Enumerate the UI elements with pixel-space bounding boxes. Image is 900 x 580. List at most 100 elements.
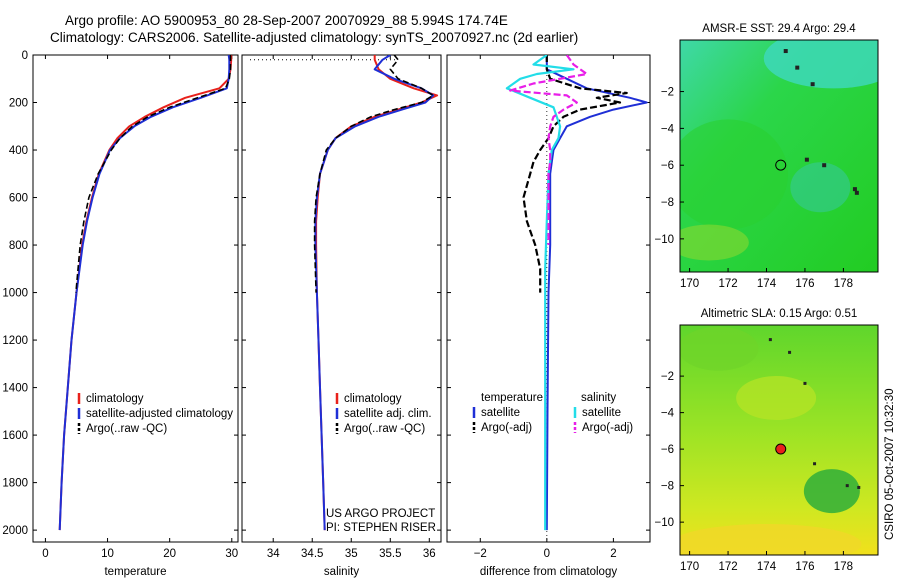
sla_map-ytick-label: −8 [661, 481, 674, 493]
difference-temp-legend-label: Argo(-adj) [481, 422, 532, 434]
sst-island-dot [783, 49, 788, 54]
salinity-series-group [250, 55, 439, 531]
sst-map-panel: AMSR-E SST: 29.4 Argo: 29.4 170 172 174 176 1… [654, 23, 879, 290]
sla_map-ytick-label: −2 [661, 371, 674, 383]
sst_map-ytick-label: −10 [654, 234, 674, 246]
sst_map-xtick-label: 174 [757, 278, 777, 290]
project-label: US ARGO PROJECT [326, 508, 435, 520]
sst_map-field-patches [680, 40, 878, 261]
temperature-series-argo-raw-qc- [75, 55, 232, 293]
sst-island-dot [810, 82, 815, 87]
sla_map-xtick-label: 178 [834, 561, 853, 573]
temperature-xtick-label: 0 [42, 548, 48, 560]
salinity-legend-label: climatology [344, 393, 402, 405]
sla-island-dot [813, 462, 817, 466]
difference-xtick-label: 2 [610, 548, 616, 560]
header-line1: Argo profile: AO 5900953_80 28-Sep-2007 … [65, 13, 508, 28]
sst-island-dot [852, 187, 857, 192]
difference-series-group [505, 55, 648, 542]
difference-sal-legend-label: satellite [582, 407, 621, 419]
temperature-xtick-label: 20 [163, 548, 176, 560]
temperature-ytick-label: 0 [22, 50, 28, 62]
sla-green-patch [680, 326, 759, 371]
difference-temp-legend-label: satellite [481, 407, 520, 419]
sst_map-xtick-label: 170 [680, 278, 699, 290]
temperature-panel: 0 10 20 30 0 200 400 600 800 1000 1200 1400 1600 1800… [2, 50, 239, 578]
sst-cool-patch [763, 40, 878, 89]
difference-xlabel: difference from climatology [480, 566, 617, 578]
salinity-xlabel: salinity [324, 566, 359, 578]
sla-mid-patch [736, 376, 817, 421]
sla_map-field-patches [680, 326, 862, 555]
temperature-ytick-label: 1600 [2, 430, 28, 442]
sst-island-patch [790, 162, 851, 213]
temperature-series-group [58, 55, 233, 531]
sst_map-xtick-label: 178 [834, 278, 853, 290]
salinity-axes-frame [241, 54, 442, 543]
salinity-series-argo-raw-qc- [313, 55, 435, 293]
temperature-ytick-label: 1800 [2, 478, 28, 490]
header-line2: Climatology: CARS2006. Satellite-adjuste… [50, 30, 578, 45]
sst_map-xtick-label: 172 [718, 278, 737, 290]
temperature-ytick-label: 1000 [2, 288, 28, 300]
temperature-legend-label: satellite-adjusted climatology [86, 408, 233, 420]
temperature-xtick-label: 30 [225, 548, 238, 560]
salinity-xtick-label: 34 [267, 548, 280, 560]
temperature-ytick-label: 1400 [2, 383, 28, 395]
sst_map-ytick-label: −6 [661, 160, 674, 172]
salinity-xtick-label: 36 [423, 548, 436, 560]
temperature-xtick-label: 10 [101, 548, 114, 560]
sla-island-dot [845, 484, 849, 488]
pi-label: PI: STEPHEN RISER [326, 522, 436, 534]
sla-island-dot [768, 338, 772, 342]
sst-island-dot [854, 190, 859, 195]
salinity-legend-label: satellite adj. clim. [344, 408, 432, 420]
sst_map-ytick-label: −8 [661, 197, 674, 209]
sla-high-patch [680, 524, 862, 555]
sla_map-xtick-label: 170 [680, 561, 699, 573]
sst_map-ytick-label: −2 [661, 87, 674, 99]
sla_map-ytick-label: −6 [661, 444, 674, 456]
sst-island-dot [804, 157, 809, 162]
temperature-xlabel: temperature [104, 566, 166, 578]
temperature-legend-label: Argo(..raw -QC) [86, 423, 167, 435]
salinity-xtick-label: 35.5 [379, 548, 401, 560]
sla_map-xtick-label: 172 [718, 561, 737, 573]
sla-island-dot [788, 350, 792, 354]
sla_map-xtick-label: 174 [757, 561, 777, 573]
sst-island-dot [795, 65, 800, 70]
difference-xtick-label: 0 [544, 548, 550, 560]
temperature-ytick-label: 400 [9, 145, 28, 157]
temperature-ytick-label: 800 [9, 240, 28, 252]
sla_map-ytick-label: −4 [661, 408, 675, 420]
difference-series-temperature-argo-adj- [522, 55, 628, 293]
sst_map-title: AMSR-E SST: 29.4 Argo: 29.4 [702, 23, 856, 35]
salinity-panel: 34 34.5 35 35.5 36 salinity climatology satelli… [241, 54, 442, 578]
difference-xtick-label: −2 [474, 548, 487, 560]
sla_map-frame [679, 324, 879, 556]
sla-argo-marker [775, 443, 787, 455]
temperature-legend-label: climatology [86, 393, 144, 405]
sla-low-patch [803, 469, 860, 514]
sst_map-ytick-label: −4 [661, 123, 675, 135]
difference-sal-legend-label: Argo(-adj) [582, 422, 633, 434]
temperature-ytick-label: 200 [9, 98, 28, 110]
sla_map-xtick-label: 176 [795, 561, 814, 573]
difference-legend-title-salinity: salinity [581, 392, 616, 404]
sst_map-frame [679, 39, 879, 273]
difference-series-temperature-satellite [545, 55, 648, 531]
sla_map-ytick-label: −10 [654, 517, 674, 529]
sla-island-dot [803, 381, 807, 385]
sst-yellow-patch [680, 224, 749, 261]
sla_map-title: Altimetric SLA: 0.15 Argo: 0.51 [701, 308, 858, 320]
temperature-ytick-label: 2000 [2, 525, 28, 537]
temperature-ytick-label: 1200 [2, 335, 28, 347]
sst-argo-marker [775, 159, 787, 171]
difference-series-salinity-satellite [505, 55, 575, 531]
difference-panel: −2 0 2 difference from climatology temperatu… [446, 54, 651, 578]
salinity-legend-label: Argo(..raw -QC) [344, 423, 425, 435]
sst_map-xtick-label: 176 [795, 278, 814, 290]
sla-island-dot [857, 485, 861, 489]
sla-map-panel: Altimetric SLA: 0.15 Argo: 0.51 170 172 174… [654, 308, 879, 573]
